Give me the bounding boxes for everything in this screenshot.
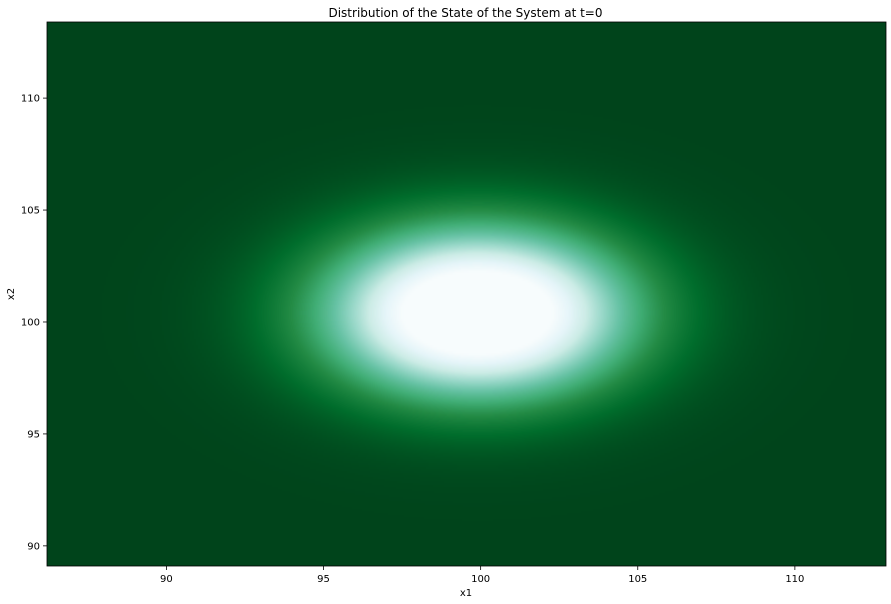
x-tick-label: 100 (471, 574, 490, 585)
x-tick-label: 110 (785, 574, 804, 585)
y-axis-label: x2 (6, 288, 17, 300)
x-axis: 90 95 100 105 110 (160, 566, 804, 585)
y-tick-label: 90 (27, 541, 40, 552)
chart-title: Distribution of the State of the System … (328, 6, 602, 20)
heatmap-image (47, 22, 886, 566)
x-tick-label: 105 (628, 574, 647, 585)
y-tick-label: 95 (27, 429, 40, 440)
y-tick-label: 100 (21, 317, 40, 328)
y-tick-label: 105 (21, 206, 40, 217)
x-tick-label: 90 (160, 574, 173, 585)
plot-frame (46, 21, 887, 567)
x-tick-label: 95 (317, 574, 330, 585)
plot-area (46, 21, 887, 567)
y-tick-label: 110 (21, 94, 40, 105)
y-axis: 90 95 100 105 110 (21, 94, 47, 552)
x-axis-label: x1 (460, 588, 472, 599)
